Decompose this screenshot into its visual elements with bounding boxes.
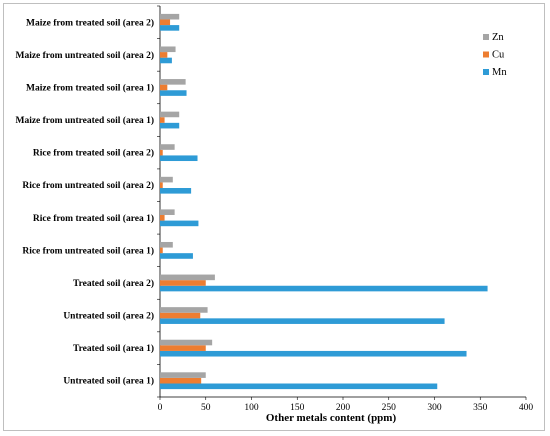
bar-zn bbox=[160, 241, 173, 248]
x-tick-label: 100 bbox=[244, 403, 259, 413]
category-label: Rice from treated soil (area 1) bbox=[33, 213, 154, 224]
bar-zn bbox=[160, 372, 206, 378]
bar-mn bbox=[160, 188, 192, 194]
bar-mn bbox=[160, 285, 488, 292]
category-label: Maize from untreated soil (area 2) bbox=[15, 50, 154, 61]
legend-swatch-zn bbox=[483, 34, 489, 40]
bar-cu bbox=[160, 214, 165, 221]
legend-label-mn: Mn bbox=[492, 67, 507, 78]
chart-frame bbox=[3, 3, 545, 431]
x-tick-label: 200 bbox=[336, 403, 351, 413]
x-tick-label: 350 bbox=[473, 403, 488, 413]
bar-zn bbox=[160, 13, 180, 20]
bar-zn bbox=[160, 307, 208, 313]
legend-label-zn: Zn bbox=[492, 32, 504, 43]
category-label: Maize from treated soil (area 1) bbox=[26, 82, 154, 93]
category-label: Treated soil (area 1) bbox=[73, 343, 154, 354]
bar-zn bbox=[160, 46, 176, 53]
category-label: Rice from untreated soil (area 1) bbox=[22, 245, 154, 256]
bar-cu bbox=[160, 149, 163, 156]
category-label: Maize from treated soil (area 2) bbox=[26, 17, 154, 28]
bar-zn bbox=[160, 111, 180, 118]
bar-zn bbox=[160, 144, 175, 150]
bar-zn bbox=[160, 209, 175, 215]
bar-cu bbox=[160, 312, 201, 319]
bar-cu bbox=[160, 377, 202, 384]
category-label: Untreated soil (area 1) bbox=[63, 376, 154, 387]
legend-label-cu: Cu bbox=[492, 50, 505, 61]
bar-cu bbox=[160, 117, 165, 123]
bar-mn bbox=[160, 57, 172, 64]
bar-mn bbox=[160, 383, 438, 390]
bar-cu bbox=[160, 52, 168, 58]
bar-mn bbox=[160, 122, 180, 129]
bar-mn bbox=[160, 318, 445, 324]
x-tick-label: 300 bbox=[427, 403, 442, 413]
bar-zn bbox=[160, 176, 173, 183]
x-tick-label: 400 bbox=[519, 403, 534, 413]
x-axis-title: Other metals content (ppm) bbox=[266, 412, 397, 424]
category-label: Untreated soil (area 2) bbox=[63, 311, 154, 322]
legend-swatch-cu bbox=[483, 51, 489, 58]
bar-cu bbox=[160, 345, 206, 351]
x-tick-label: 0 bbox=[158, 403, 163, 413]
bar-zn bbox=[160, 79, 186, 85]
legend: Zn Cu Mn bbox=[483, 32, 507, 78]
x-tick-label: 250 bbox=[382, 403, 397, 413]
x-tick-label: 50 bbox=[201, 403, 211, 413]
bar-mn bbox=[160, 220, 199, 227]
bar-mn bbox=[160, 350, 467, 357]
bar-zn bbox=[160, 339, 213, 346]
bar-cu bbox=[160, 84, 168, 91]
bar-mn bbox=[160, 25, 180, 31]
category-label: Treated soil (area 2) bbox=[73, 278, 154, 289]
category-label: Maize from untreated soil (area 1) bbox=[15, 115, 154, 126]
bar-cu bbox=[160, 280, 206, 286]
bar-cu bbox=[160, 182, 163, 189]
legend-swatch-mn bbox=[483, 69, 489, 75]
bar-zn bbox=[160, 274, 215, 281]
plot-area: Untreated soil (area 1) Treated soil (are… bbox=[15, 5, 534, 413]
category-label: Rice from untreated soil (area 2) bbox=[22, 180, 154, 191]
bar-mn bbox=[160, 90, 187, 96]
bar-cu bbox=[160, 247, 163, 254]
bar-mn bbox=[160, 253, 193, 259]
bar-cu bbox=[160, 19, 171, 26]
bar-mn bbox=[160, 155, 198, 162]
category-label: Rice from treated soil (area 2) bbox=[33, 148, 154, 159]
x-tick-label: 150 bbox=[290, 403, 305, 413]
